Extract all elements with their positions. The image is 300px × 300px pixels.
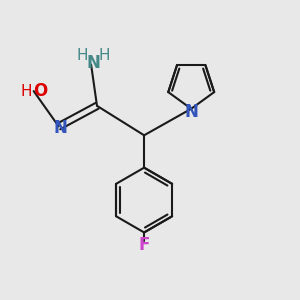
Text: H: H	[21, 84, 32, 99]
Text: O: O	[33, 82, 47, 100]
Text: N: N	[86, 54, 100, 72]
Text: N: N	[185, 103, 199, 121]
Text: F: F	[138, 236, 150, 254]
Text: N: N	[53, 119, 67, 137]
Text: H: H	[76, 48, 88, 63]
Text: H: H	[99, 48, 110, 63]
